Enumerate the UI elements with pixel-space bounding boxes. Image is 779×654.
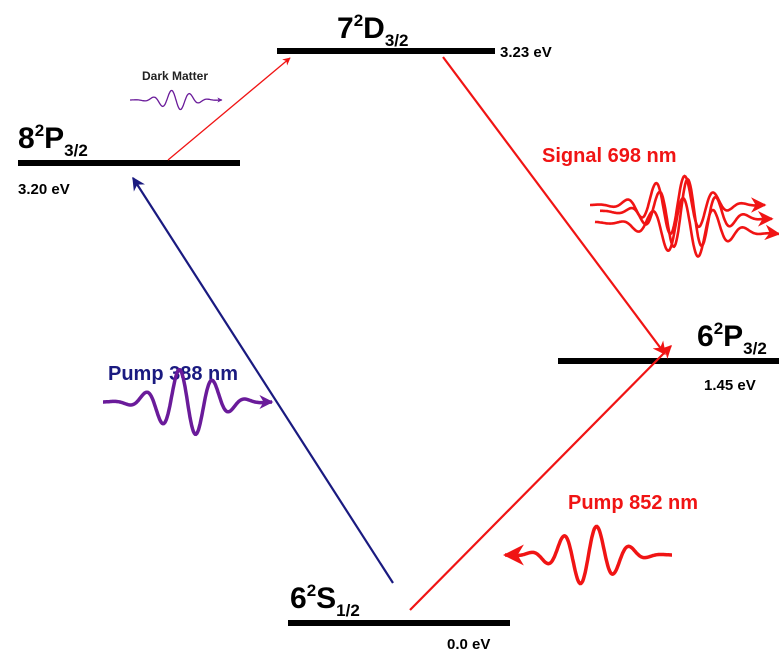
transition-arrow bbox=[132, 176, 394, 584]
wave-packet bbox=[103, 367, 274, 437]
energy-label: 3.23 eV bbox=[500, 44, 552, 61]
level-label: 72D3/2 bbox=[337, 11, 408, 50]
transition-arrow bbox=[409, 345, 672, 611]
transition-label: Signal 698 nm bbox=[542, 145, 677, 167]
level-label: 82P3/2 bbox=[18, 121, 88, 160]
transition-label: Dark Matter bbox=[142, 69, 208, 83]
level-label: 62P3/2 bbox=[697, 319, 767, 358]
transition-arrow bbox=[167, 57, 291, 161]
wave-packet bbox=[600, 177, 774, 249]
transition-label: Pump 852 nm bbox=[568, 492, 698, 514]
energy-label: 1.45 eV bbox=[704, 377, 756, 394]
wave-packet bbox=[130, 89, 223, 111]
energy-label: 0.0 eV bbox=[447, 636, 490, 653]
level-label: 62S1/2 bbox=[290, 581, 360, 620]
wave-packet bbox=[590, 174, 767, 236]
transition-arrow bbox=[442, 56, 666, 356]
wave-packet bbox=[594, 196, 779, 258]
transition-label: Pump 388 nm bbox=[108, 363, 238, 385]
wave-packets bbox=[103, 89, 779, 586]
energy-label: 3.20 eV bbox=[18, 181, 70, 198]
wave-packet bbox=[502, 524, 672, 586]
